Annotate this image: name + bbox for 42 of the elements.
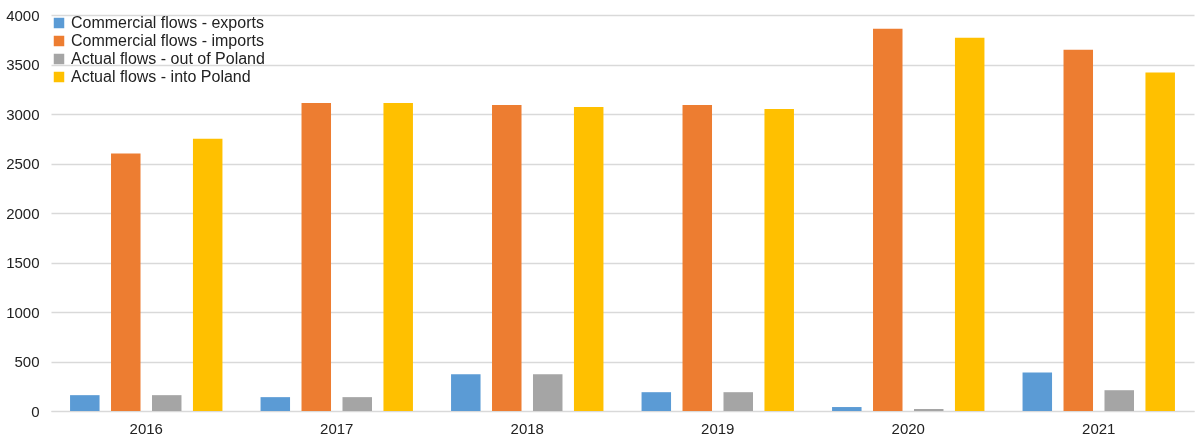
bar bbox=[1145, 72, 1175, 411]
bar bbox=[954, 37, 985, 411]
bar bbox=[1022, 372, 1053, 411]
bar bbox=[383, 103, 413, 411]
bar bbox=[873, 28, 903, 411]
x-tick-label: 2021 bbox=[1082, 419, 1116, 437]
legend-label: Actual flows - out of Poland bbox=[71, 50, 265, 67]
legend-label: Actual flows - into Poland bbox=[71, 68, 251, 85]
x-tick-label: 2016 bbox=[129, 419, 163, 437]
y-tick-label: 1000 bbox=[6, 303, 40, 321]
bar bbox=[682, 105, 713, 411]
bar bbox=[832, 407, 862, 411]
bar bbox=[342, 397, 372, 411]
bar bbox=[764, 109, 794, 411]
x-tick-label: 2020 bbox=[891, 419, 925, 437]
x-tick-label: 2017 bbox=[320, 419, 354, 437]
bar bbox=[641, 392, 672, 411]
y-tick-label: 2500 bbox=[6, 155, 40, 172]
bar bbox=[573, 107, 604, 411]
legend-label: Commercial flows - imports bbox=[71, 32, 264, 49]
y-tick-label: 0 bbox=[31, 402, 40, 420]
x-tick-label: 2018 bbox=[510, 419, 544, 437]
y-tick-label: 1500 bbox=[6, 254, 40, 271]
bar bbox=[151, 395, 182, 411]
bar bbox=[1104, 390, 1134, 411]
x-tick-label: 2019 bbox=[701, 419, 735, 437]
bar bbox=[532, 374, 563, 411]
y-tick-label: 3000 bbox=[6, 105, 40, 123]
y-tick-label: 4000 bbox=[6, 6, 40, 24]
legend-label: Commercial flows - exports bbox=[71, 14, 264, 31]
y-tick-label: 2000 bbox=[6, 204, 40, 222]
bar bbox=[1063, 49, 1094, 411]
bar bbox=[192, 138, 223, 411]
y-tick-label: 3500 bbox=[6, 56, 40, 73]
bar bbox=[111, 153, 141, 411]
bar bbox=[70, 395, 100, 411]
y-tick-label: 500 bbox=[14, 353, 40, 370]
bar bbox=[260, 397, 291, 411]
bar bbox=[451, 374, 481, 411]
bar bbox=[301, 103, 332, 411]
bar bbox=[723, 392, 753, 411]
bar bbox=[492, 105, 522, 411]
